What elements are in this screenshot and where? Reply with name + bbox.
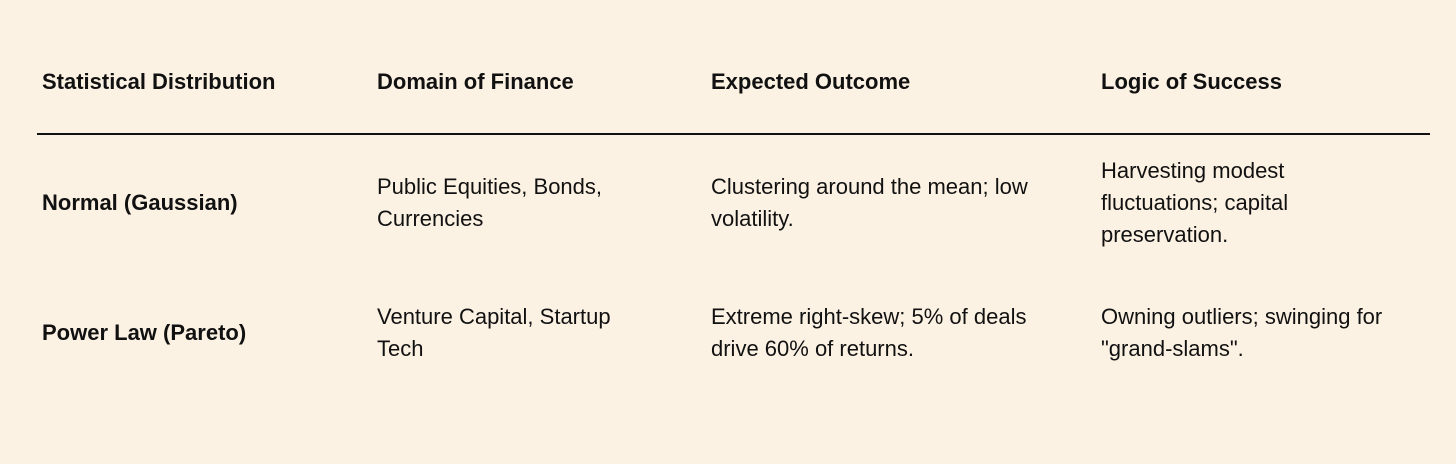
table-cell: Power Law (Pareto)	[42, 273, 246, 393]
table-cell: Public Equities, Bonds, Currencies	[377, 143, 602, 263]
cell-line: Tech	[377, 336, 424, 361]
header-text: Logic of Success	[1101, 69, 1282, 94]
table-cell: Harvesting modest fluctuations; capital pr…	[1101, 143, 1288, 263]
header-text: Statistical Distribution	[42, 69, 276, 94]
cell-line: Extreme right-skew; 5% of deals	[711, 304, 1027, 329]
cell-line: Normal (Gaussian)	[42, 190, 238, 215]
header-cell: Statistical Distribution	[42, 22, 275, 142]
header-cell: Expected Outcome	[711, 22, 910, 142]
table-cell: Extreme right-skew; 5% of deals drive 60%…	[711, 273, 1026, 393]
header-cell: Domain of Finance	[377, 22, 574, 142]
header-cell: Logic of Success	[1101, 22, 1282, 142]
cell-line: volatility.	[711, 206, 794, 231]
cell-line: fluctuations; capital	[1101, 190, 1289, 215]
cell-line: Power Law (Pareto)	[42, 320, 247, 345]
cell-line: Public Equities, Bonds,	[377, 174, 603, 199]
cell-line: Clustering around the mean; low	[711, 174, 1028, 199]
header-text: Expected Outcome	[711, 69, 911, 94]
table-cell: Venture Capital, Startup Tech	[377, 273, 611, 393]
table-cell: Clustering around the mean; low volatilit…	[711, 143, 1028, 263]
cell-line: Venture Capital, Startup	[377, 304, 611, 329]
cell-line: drive 60% of returns.	[711, 336, 914, 361]
cell-line: preservation.	[1101, 222, 1229, 247]
cell-line: "grand-slams".	[1101, 336, 1244, 361]
cell-line: Owning outliers; swinging for	[1101, 304, 1383, 329]
cell-line: Harvesting modest	[1101, 158, 1285, 183]
header-rule	[37, 133, 1430, 135]
header-text: Domain of Finance	[377, 69, 574, 94]
table-cell: Owning outliers; swinging for "grand-slam…	[1101, 273, 1382, 393]
cell-line: Currencies	[377, 206, 484, 231]
table-cell: Normal (Gaussian)	[42, 143, 238, 263]
